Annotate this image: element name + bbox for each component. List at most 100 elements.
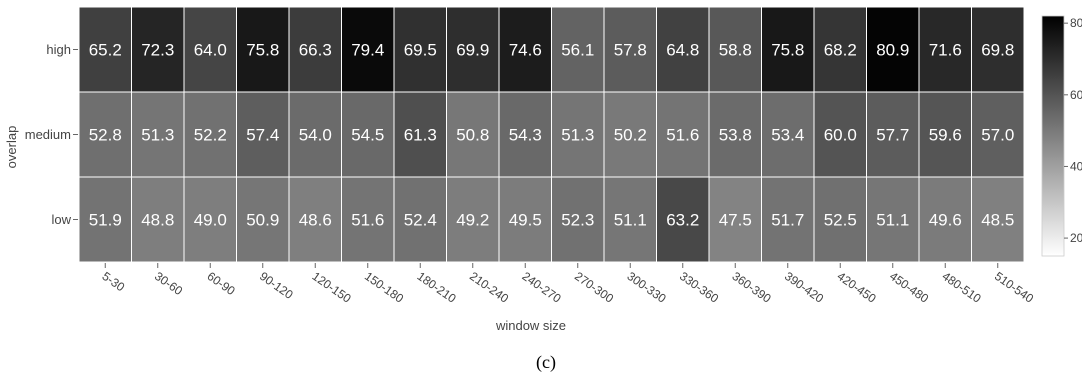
cell-value-label: 52.3 [561, 211, 594, 230]
x-tick-label: 510-540 [992, 269, 1036, 306]
x-tick-label: 30-60 [152, 269, 185, 298]
y-tick-label: low [51, 212, 71, 227]
cell-value-label: 59.6 [929, 126, 962, 145]
heatmap-cell [708, 91, 762, 178]
cell-value-label: 54.5 [351, 126, 384, 145]
heatmap-cell [131, 6, 185, 93]
colorbar-ticks: 20 40 60 80 [1064, 16, 1082, 245]
heatmap-cell [131, 91, 185, 178]
y-axis-title: overlap [4, 126, 19, 169]
cell-value-label: 52.2 [194, 126, 227, 145]
cell-value-label: 57.8 [614, 41, 647, 60]
heatmap-cell [341, 6, 395, 93]
x-tick-label: 210-240 [467, 269, 511, 306]
cell-value-label: 66.3 [299, 41, 332, 60]
cell-value-label: 72.3 [141, 41, 174, 60]
heatmap-cell [131, 176, 185, 263]
heatmap-cell [761, 176, 815, 263]
cell-value-label: 75.8 [246, 41, 279, 60]
cell-value-label: 64.8 [666, 41, 699, 60]
heatmap-cell [971, 91, 1025, 178]
heatmap-cell [603, 176, 657, 263]
heatmap-cell [708, 176, 762, 263]
heatmap-cell [813, 176, 867, 263]
heatmap-cell [236, 176, 290, 263]
cell-value-label: 47.5 [719, 211, 752, 230]
cell-value-label: 63.2 [666, 211, 699, 230]
heatmap-cell [236, 91, 290, 178]
colorbar-tick-label: 20 [1070, 231, 1082, 245]
cell-value-label: 57.7 [876, 126, 909, 145]
heatmap-cell [236, 6, 290, 93]
x-tick-label: 150-180 [362, 269, 406, 306]
x-tick-label: 300-330 [625, 269, 669, 306]
x-tick-label: 60-90 [205, 269, 238, 298]
heatmap-cell [656, 176, 710, 263]
x-tick-label: 240-270 [520, 269, 564, 306]
heatmap-cell [78, 91, 132, 178]
heatmap-cell [498, 91, 552, 178]
heatmap-cell [183, 6, 237, 93]
cell-value-label: 48.5 [981, 211, 1014, 230]
x-tick-label: 120-150 [310, 269, 354, 306]
heatmap-cell [498, 176, 552, 263]
heatmap-cell [918, 6, 972, 93]
figure-caption: (c) [536, 352, 556, 373]
colorbar-tick-label: 40 [1070, 159, 1082, 173]
cell-value-label: 49.5 [509, 211, 542, 230]
cell-value-label: 54.3 [509, 126, 542, 145]
x-tick-label: 5-30 [100, 269, 128, 294]
colorbar-tick-label: 60 [1070, 88, 1082, 102]
cell-value-label: 51.9 [89, 211, 122, 230]
cell-value-label: 74.6 [509, 41, 542, 60]
heatmap-cell [918, 176, 972, 263]
x-axis-ticks: 5-30 30-60 60-90 90-120 120-150 150-180 180-21… [100, 263, 1036, 306]
cell-value-label: 51.1 [876, 211, 909, 230]
cell-value-label: 49.6 [929, 211, 962, 230]
cell-value-label: 51.6 [351, 211, 384, 230]
x-tick-label: 390-420 [782, 269, 826, 306]
heatmap-cell [551, 6, 605, 93]
heatmap-cell [866, 6, 920, 93]
heatmap-cell [341, 176, 395, 263]
cell-value-label: 49.0 [194, 211, 227, 230]
x-tick-label: 90-120 [257, 269, 296, 302]
heatmap-cell [393, 91, 447, 178]
colorbar [1041, 15, 1065, 257]
cell-value-label: 54.0 [299, 126, 332, 145]
x-tick-label: 180-210 [415, 269, 459, 306]
y-tick-label: medium [25, 127, 71, 142]
heatmap-cell [446, 6, 500, 93]
cell-value-label: 58.8 [719, 41, 752, 60]
cell-value-label: 50.2 [614, 126, 647, 145]
x-axis-title: window size [495, 318, 566, 333]
heatmap-cell [288, 91, 342, 178]
cell-value-label: 71.6 [929, 41, 962, 60]
heatmap-cell [183, 176, 237, 263]
cell-value-label: 65.2 [89, 41, 122, 60]
cell-value-label: 68.2 [824, 41, 857, 60]
cell-value-label: 49.2 [456, 211, 489, 230]
cell-value-label: 50.9 [246, 211, 279, 230]
heatmap-cell [551, 91, 605, 178]
cell-value-label: 69.9 [456, 41, 489, 60]
cell-value-label: 50.8 [456, 126, 489, 145]
heatmap-cell [971, 6, 1025, 93]
cell-value-label: 48.6 [299, 211, 332, 230]
heatmap-cell [393, 176, 447, 263]
x-tick-label: 480-510 [940, 269, 984, 306]
cell-value-label: 61.3 [404, 126, 437, 145]
cell-value-label: 60.0 [824, 126, 857, 145]
cell-value-label: 52.8 [89, 126, 122, 145]
cell-value-label: 57.4 [246, 126, 279, 145]
cell-value-label: 64.0 [194, 41, 227, 60]
colorbar-tick-label: 80 [1070, 16, 1082, 30]
cell-value-label: 69.8 [981, 41, 1014, 60]
heatmap-cell [551, 176, 605, 263]
cell-value-label: 51.3 [561, 126, 594, 145]
cell-value-label: 75.8 [771, 41, 804, 60]
cell-value-label: 51.1 [614, 211, 647, 230]
heatmap-cells [78, 6, 1025, 263]
x-tick-label: 270-300 [572, 269, 616, 306]
